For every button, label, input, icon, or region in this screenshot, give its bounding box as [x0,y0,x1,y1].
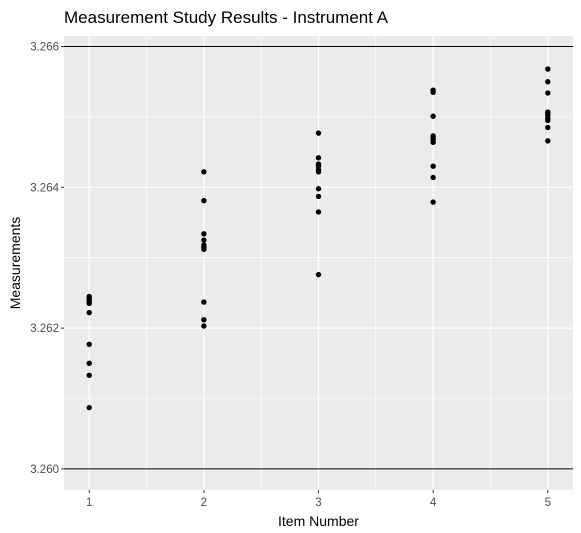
x-axis-ticks: 1 2 3 4 5 [86,490,551,509]
data-point [315,186,322,192]
x-tick-label: 3 [315,497,321,509]
x-tick-label: 1 [86,497,92,509]
data-point [315,167,322,173]
x-tick-label: 4 [430,497,437,509]
y-tick-label: 3.264 [30,182,59,194]
data-point [545,90,551,96]
y-tick-label: 3.262 [30,323,59,335]
x-axis-title: Item Number [278,513,359,529]
data-point [545,115,551,122]
y-tick-label: 3.266 [30,42,59,54]
data-point [201,246,207,252]
x-tick-label: 2 [201,497,207,509]
data-point [201,299,207,305]
data-point [201,231,207,237]
data-point [201,198,207,204]
data-point [201,237,207,243]
data-point [430,163,436,169]
data-point [430,174,436,181]
data-point [315,193,322,200]
data-point [86,404,92,411]
data-point [86,360,92,367]
data-point [315,209,322,215]
data-point [430,113,436,119]
data-point [545,138,551,144]
data-point [201,242,207,248]
y-axis-title: Measurements [7,217,23,310]
data-point [315,271,322,278]
reference-lines [64,46,573,470]
data-points [86,66,551,411]
chart-title: Measurement Study Results - Instrument A [64,8,389,27]
data-point [86,341,92,347]
data-point [430,199,436,205]
data-point [545,79,551,85]
data-point [545,110,551,117]
data-point [201,316,207,323]
y-axis-ticks: 3.260 3.262 3.264 3.266 [30,42,64,476]
data-point [430,139,436,145]
data-point [86,309,92,316]
data-point [315,155,322,161]
data-point [86,297,92,303]
data-point [201,323,207,329]
data-point [430,89,436,96]
y-tick-label: 3.260 [30,464,59,476]
data-point [545,124,551,131]
x-tick-label: 5 [545,497,551,509]
data-point [315,130,322,136]
data-point [86,372,92,378]
data-point [430,135,436,141]
data-point [545,66,551,72]
data-point [201,169,207,175]
